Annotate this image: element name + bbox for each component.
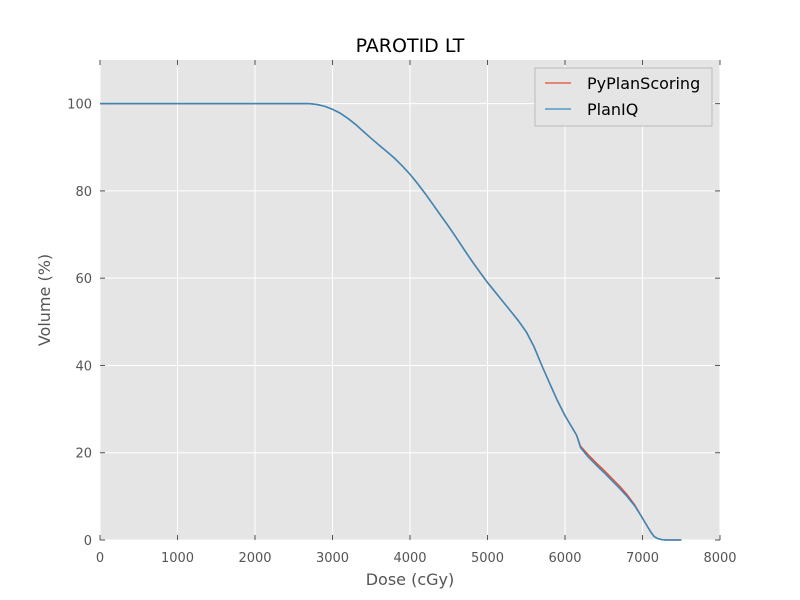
x-tick-label: 0: [96, 551, 104, 566]
x-tick-label: 1000: [161, 551, 194, 566]
chart-title: PAROTID LT: [356, 35, 465, 57]
y-tick-label: 20: [75, 447, 92, 462]
legend: PyPlanScoring PlanIQ: [534, 67, 713, 127]
series-lines: [100, 102, 682, 541]
y-axis-label: Volume (%): [35, 254, 54, 346]
x-axis-label: Dose (cGy): [366, 570, 455, 589]
y-tick-label: 60: [75, 272, 92, 287]
legend-label-pyplanscoring: PyPlanScoring: [587, 74, 700, 93]
x-tick-label: 8000: [703, 551, 736, 566]
y-tick-label: 80: [75, 185, 92, 200]
x-tick-label: 3000: [316, 551, 349, 566]
x-tick-label: 2000: [238, 551, 271, 566]
legend-box: [534, 67, 713, 127]
axis-ticks: 0 1000 2000 3000 4000 5000 6000 7000 8000 0 20 40 60…: [67, 60, 737, 566]
x-tick-label: 6000: [548, 551, 581, 566]
legend-label-planiq: PlanIQ: [587, 100, 638, 119]
y-tick-label: 100: [67, 98, 92, 113]
x-tick-label: 5000: [471, 551, 504, 566]
y-tick-label: 0: [84, 534, 92, 549]
x-tick-label: 4000: [393, 551, 426, 566]
series-line-planiq: [100, 102, 682, 541]
x-tick-label: 7000: [626, 551, 659, 566]
y-tick-label: 40: [75, 359, 92, 374]
